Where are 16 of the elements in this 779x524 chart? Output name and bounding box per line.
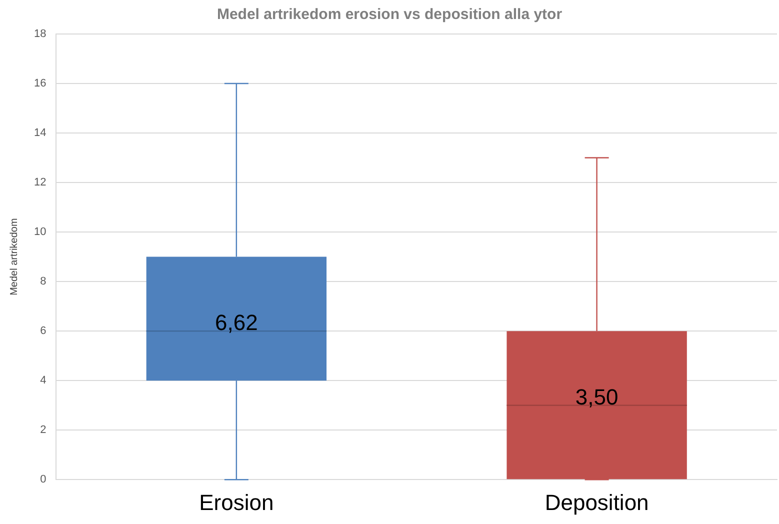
chart-title: Medel artrikedom erosion vs deposition alla ytor: [216, 6, 564, 23]
annotation: 6,62: [215, 310, 258, 336]
y-tick-label: 18: [34, 28, 46, 40]
y-axis-title: Medel artrikedom: [8, 218, 20, 296]
y-tick-label: 0: [40, 474, 46, 486]
y-tick-label: 6: [40, 325, 46, 338]
x-tick-label: Deposition: [544, 490, 649, 515]
y-tick-label: 12: [34, 176, 46, 189]
y-tick-label: 14: [34, 127, 46, 140]
x-tick-label: Erosion: [199, 490, 274, 515]
y-tick-label: 2: [40, 424, 46, 436]
y-tick-label: 10: [34, 226, 46, 238]
y-tick-label: 8: [40, 276, 46, 288]
y-tick-label: 4: [40, 374, 46, 387]
y-tick-label: 16: [34, 78, 46, 90]
annotation: 3,50: [575, 384, 618, 410]
